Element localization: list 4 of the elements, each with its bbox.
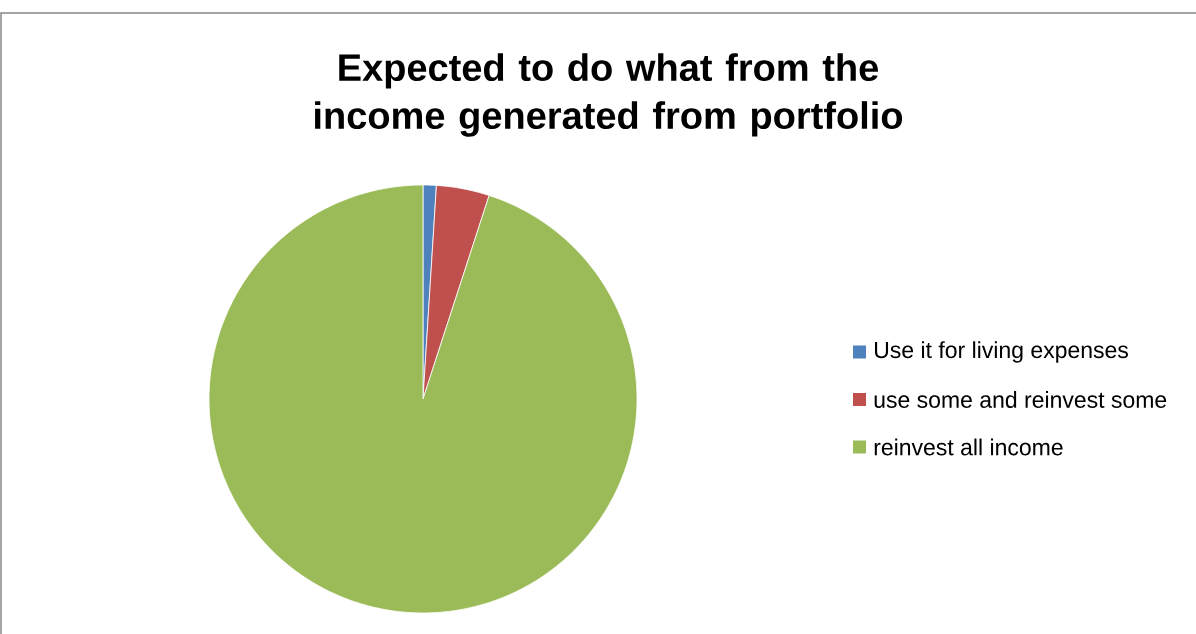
legend-label: use some and reinvest some [874, 391, 1167, 408]
chart-title: Expected to do what from the income generated from portfolio [315, 53, 903, 137]
legend-label: Use it for living expenses [874, 341, 1128, 363]
legend-label: reinvest all income [874, 438, 1063, 456]
